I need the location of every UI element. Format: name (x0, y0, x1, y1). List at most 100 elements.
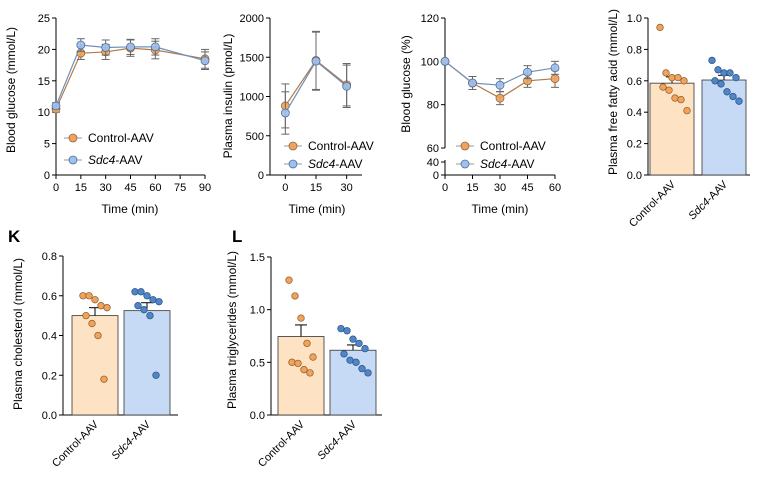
tg-data-point (361, 344, 369, 353)
itt-series-control-point (495, 93, 505, 103)
legend-sdc4-marker (68, 155, 78, 165)
ffa-data-point (668, 74, 676, 82)
gtt-series-sdc4-point (200, 56, 210, 66)
gtt-x-tick-label: 45 (124, 182, 136, 194)
chol-data-point (103, 304, 111, 312)
gtt-series-sdc4-point (126, 42, 135, 52)
gtt-y-tick-label: 25 (38, 13, 50, 25)
tg-y-tick-label: 0.5 (250, 357, 265, 369)
itt-y-tick-label: 120 (421, 13, 439, 25)
insulin-x-tick-label: 15 (310, 182, 322, 194)
chol-data-point (94, 331, 102, 340)
itt-x-tick-label: 0 (442, 182, 448, 194)
gtt-y-tick-label: 15 (38, 76, 50, 88)
gtt-x-tick-label: 90 (199, 182, 211, 194)
chol-data-point (155, 298, 163, 306)
tg-data-point (355, 339, 363, 348)
ffa-data-point (729, 92, 737, 101)
legend-sdc4-label: Sdc4-AAV (308, 157, 362, 171)
gtt-series-sdc4-point (51, 101, 61, 111)
tg-data-point (337, 324, 345, 333)
ffa-data-point (723, 88, 731, 96)
ffa-data-point (665, 86, 673, 94)
chol-y-tick-label: 0.2 (42, 370, 57, 382)
ffa-y-tick-label: 1.0 (627, 13, 642, 25)
chol-data-point (100, 375, 108, 383)
ffa-y-tick-label: 0.0 (627, 170, 642, 182)
panel-label-l: L (232, 227, 242, 246)
chol-data-point (146, 311, 154, 320)
ffa-y-tick-label: 0.2 (627, 139, 642, 151)
itt-y-tick-label: 100 (421, 56, 439, 68)
itt-series-sdc4-point (468, 78, 477, 88)
gtt-series-sdc4-point (101, 43, 111, 52)
tg-data-point (294, 359, 302, 368)
tg-y-tick-label: 1.0 (250, 305, 265, 317)
tg-data-point (343, 327, 351, 335)
tg-data-point (358, 365, 366, 373)
tg-data-point (288, 358, 296, 366)
gtt-x-tick-label: 30 (100, 182, 112, 194)
chol-data-point (88, 319, 96, 328)
tg-data-point (306, 369, 314, 377)
ffa-y-tick-label: 0.4 (627, 107, 642, 119)
gtt-line-chart: Time (min) Blood glucose (mmol/L) Contro… (4, 13, 211, 216)
tg-data-point (291, 292, 299, 300)
insulin-series-sdc4-point (311, 56, 321, 66)
itt-line-chart: Time (min) Blood glucose (%) Control-AAV… (399, 13, 561, 216)
chol-category-label: Sdc4-AAV (109, 418, 153, 462)
insulin-legend: Control-AAV Sdc4-AAV (284, 139, 374, 171)
gtt-x-tick-label: 60 (149, 182, 161, 194)
ffa-data-point (656, 23, 664, 32)
chol-data-point (85, 292, 93, 300)
chol-data-point (149, 296, 157, 304)
gtt-legend: Control-AAV Sdc4-AAV (64, 131, 154, 167)
gtt-x-tick-label: 75 (174, 182, 186, 194)
itt-x-tick-label: 30 (494, 182, 506, 194)
ffa-category-label: Sdc4-AAV (686, 178, 730, 222)
tg-y-tick-label: 1.5 (250, 252, 265, 264)
cholesterol-y-axis-label: Plasma cholesterol (mmol/L) (11, 258, 25, 410)
tg-bar-control (277, 336, 325, 416)
insulin-y-axis-label: Plasma insulin (pmol/L) (221, 34, 235, 159)
gtt-series-sdc4-line (55, 44, 206, 107)
ffa-data-point (677, 95, 685, 104)
ffa-y-tick-label: 0.6 (627, 76, 642, 88)
tg-data-point (300, 366, 308, 374)
itt-series-sdc4-point (550, 63, 560, 73)
ffa-data-point (732, 74, 740, 82)
legend-sdc4-label: Sdc4-AAV (88, 153, 142, 167)
legend-control-marker (460, 141, 470, 151)
gtt-y-tick-label: 10 (38, 107, 50, 119)
chol-data-point (82, 311, 90, 320)
chol-data-point (91, 296, 99, 304)
ffa-data-point (708, 56, 716, 65)
chol-data-point (137, 288, 145, 296)
itt-x-tick-label: 45 (521, 182, 533, 194)
insulin-y-tick-label: 2000 (240, 13, 264, 25)
legend-control-label: Control-AAV (308, 139, 374, 153)
legend-sdc4-label: Sdc4-AAV (480, 157, 534, 171)
ffa-data-point (671, 94, 679, 102)
itt-legend: Control-AAV Sdc4-AAV (456, 139, 546, 171)
itt-series-sdc4-point (440, 56, 450, 66)
chol-data-point (97, 302, 105, 310)
gtt-x-tick-label: 0 (53, 182, 59, 194)
insulin-x-tick-label: 30 (341, 182, 353, 194)
tg-data-point (352, 358, 360, 366)
tg-data-point (297, 314, 305, 322)
chol-data-point (143, 292, 151, 300)
chol-category-label: Control-AAV (50, 418, 102, 470)
legend-control-marker (68, 133, 78, 143)
tg-y-tick-label: 0.0 (250, 410, 265, 422)
ffa-data-point (680, 77, 688, 85)
insulin-line-chart: Time (min) Plasma insulin (pmol/L) Contr… (221, 13, 374, 216)
itt-y-tick-label: 60 (427, 143, 439, 155)
insulin-x-tick-label: 0 (282, 182, 288, 194)
panel-label-k: K (8, 227, 21, 246)
legend-control-label: Control-AAV (88, 131, 154, 145)
insulin-x-axis-label: Time (min) (289, 202, 346, 216)
tg-category-label: Control-AAV (256, 418, 308, 470)
ffa-data-point (714, 66, 722, 74)
